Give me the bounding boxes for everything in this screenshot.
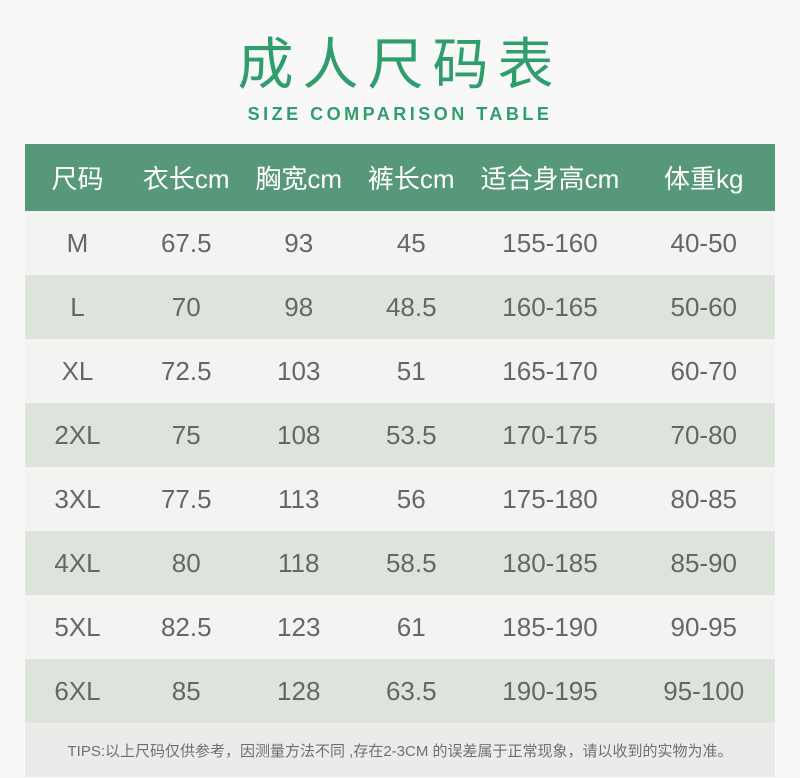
cell-chest: 118 bbox=[278, 547, 320, 578]
cell-length: 77.5 bbox=[160, 483, 212, 514]
table-row: 6XL 85 128 63.5 190-195 95-100 bbox=[25, 659, 775, 723]
cell-length: 72.5 bbox=[160, 355, 212, 386]
cell-weight: 70-80 bbox=[670, 419, 738, 450]
page-title: 成人尺码表 bbox=[237, 33, 563, 96]
table-row: 4XL 80 118 58.5 180-185 85-90 bbox=[25, 531, 775, 595]
column-header-size: 尺码 bbox=[51, 164, 104, 194]
cell-chest: 128 bbox=[277, 675, 321, 706]
cell-weight: 60-70 bbox=[670, 355, 738, 386]
cell-pants: 56 bbox=[396, 483, 426, 514]
cell-size: 3XL bbox=[54, 483, 101, 514]
cell-size: M bbox=[66, 227, 89, 258]
cell-height: 165-170 bbox=[502, 355, 598, 386]
cell-weight: 80-85 bbox=[670, 483, 738, 514]
column-header-weight: 体重kg bbox=[664, 164, 744, 194]
cell-chest: 108 bbox=[277, 419, 321, 450]
cell-weight: 40-50 bbox=[670, 227, 738, 258]
cell-height: 155-160 bbox=[502, 227, 598, 258]
cell-chest: 123 bbox=[277, 611, 321, 642]
cell-height: 170-175 bbox=[502, 419, 598, 450]
cell-size: XL bbox=[61, 355, 94, 386]
cell-height: 175-180 bbox=[502, 483, 598, 514]
cell-length: 70 bbox=[171, 291, 201, 322]
cell-weight: 95-100 bbox=[663, 675, 745, 706]
cell-height: 185-190 bbox=[502, 611, 598, 642]
cell-length: 82.5 bbox=[160, 611, 212, 642]
cell-height: 160-165 bbox=[502, 291, 598, 322]
cell-length: 75 bbox=[171, 419, 201, 450]
page-subtitle: SIZE COMPARISON TABLE bbox=[247, 104, 553, 124]
table-row: XL 72.5 103 51 165-170 60-70 bbox=[25, 339, 775, 403]
cell-size: 6XL bbox=[54, 675, 101, 706]
cell-length: 80 bbox=[171, 547, 201, 578]
column-header-length: 衣长cm bbox=[142, 164, 230, 194]
table-body: M 67.5 93 45 155-160 40-50 L 70 98 48.5 … bbox=[25, 211, 775, 723]
cell-chest: 113 bbox=[278, 483, 320, 514]
table-row: M 67.5 93 45 155-160 40-50 bbox=[25, 211, 775, 275]
table-header-row: 尺码 衣长cm 胸宽cm 裤长cm 适合身高cm 体重kg bbox=[25, 144, 775, 211]
cell-pants: 63.5 bbox=[385, 675, 437, 706]
column-header-chest: 胸宽cm bbox=[255, 164, 343, 194]
title-block: 成人尺码表 SIZE COMPARISON TABLE bbox=[0, 0, 800, 125]
table-row: L 70 98 48.5 160-165 50-60 bbox=[25, 275, 775, 339]
cell-pants: 51 bbox=[396, 355, 426, 386]
cell-height: 180-185 bbox=[502, 547, 598, 578]
table-row: 5XL 82.5 123 61 185-190 90-95 bbox=[25, 595, 775, 659]
cell-size: 2XL bbox=[54, 419, 101, 450]
cell-chest: 93 bbox=[284, 227, 314, 258]
cell-weight: 50-60 bbox=[670, 291, 738, 322]
cell-pants: 53.5 bbox=[385, 419, 437, 450]
table-row: 2XL 75 108 53.5 170-175 70-80 bbox=[25, 403, 775, 467]
tips-bar: TIPS:以上尺码仅供参考，因测量方法不同 ,存在2-3CM 的误差属于正常现象… bbox=[25, 723, 775, 777]
cell-length: 85 bbox=[171, 675, 201, 706]
cell-weight: 90-95 bbox=[670, 611, 738, 642]
cell-length: 67.5 bbox=[160, 227, 212, 258]
column-header-height: 适合身高cm bbox=[480, 164, 620, 194]
cell-size: 5XL bbox=[54, 611, 101, 642]
cell-pants: 61 bbox=[396, 611, 426, 642]
cell-size: 4XL bbox=[54, 547, 101, 578]
tips-text: TIPS:以上尺码仅供参考，因测量方法不同 ,存在2-3CM 的误差属于正常现象… bbox=[67, 742, 733, 760]
cell-height: 190-195 bbox=[502, 675, 598, 706]
cell-pants: 45 bbox=[396, 227, 426, 258]
cell-pants: 58.5 bbox=[385, 547, 437, 578]
cell-weight: 85-90 bbox=[670, 547, 738, 578]
cell-chest: 98 bbox=[284, 291, 314, 322]
cell-size: L bbox=[70, 291, 85, 322]
cell-chest: 103 bbox=[277, 355, 321, 386]
size-table: 尺码 衣长cm 胸宽cm 裤长cm 适合身高cm 体重kg M 67.5 93 … bbox=[25, 144, 775, 777]
cell-pants: 48.5 bbox=[385, 291, 437, 322]
table-row: 3XL 77.5 113 56 175-180 80-85 bbox=[25, 467, 775, 531]
column-header-pants: 裤长cm bbox=[367, 164, 455, 194]
